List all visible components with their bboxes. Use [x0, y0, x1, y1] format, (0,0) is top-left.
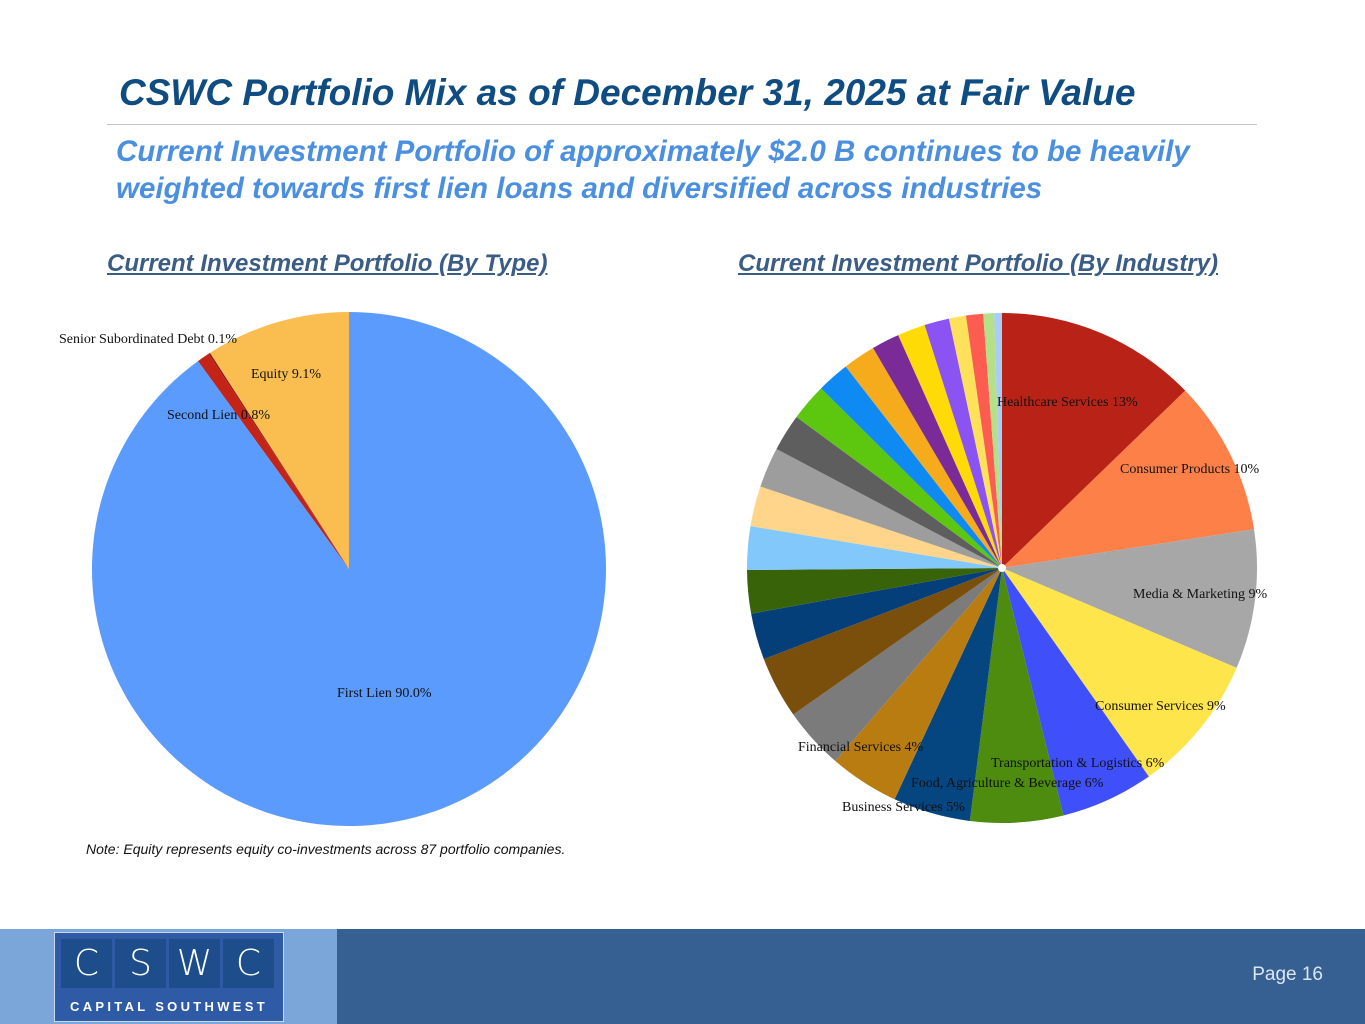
- industry-pie-slice-financial-services: [793, 568, 1002, 762]
- industry-pie-slice-10: [751, 568, 1002, 660]
- logo-letter: C: [61, 939, 112, 988]
- industry-pie-slice-13: [750, 486, 1002, 568]
- industry-pie-center: [998, 564, 1006, 572]
- industry-pie-label: Media & Marketing 9%: [1133, 587, 1267, 602]
- cswc-logo: C S W C CAPITAL SOUTHWEST: [54, 932, 284, 1022]
- type-chart-title: Current Investment Portfolio (By Type): [107, 250, 548, 277]
- title-divider: [107, 124, 1257, 125]
- subtitle-line-2: weighted towards first lien loans and di…: [116, 172, 1043, 205]
- industry-pie-slice-19: [873, 335, 1002, 568]
- industry-pie-slice-24: [983, 313, 1002, 568]
- industry-pie-slice-20: [898, 325, 1002, 568]
- industry-pie-slice-business-services: [894, 568, 1002, 821]
- industry-pie-slice-consumer-products: [1002, 390, 1255, 568]
- industry-pie-slice-23: [965, 313, 1002, 568]
- industry-pie-slice-consumer-services: [1002, 568, 1237, 777]
- industry-pie-label: Food, Agriculture & Beverage 6%: [911, 776, 1104, 791]
- logo-letter: S: [115, 939, 166, 988]
- industry-pie-slice-16: [796, 388, 1002, 568]
- type-pie-slices: [91, 312, 606, 826]
- industry-pie-label: Healthcare Services 13%: [997, 395, 1138, 410]
- industry-pie-label: Transportation & Logistics 6%: [991, 756, 1165, 771]
- type-pie-slice-first-lien: [91, 312, 606, 826]
- industry-pie-slice-healthcare-services: [1002, 313, 1186, 568]
- industry-chart-title: Current Investment Portfolio (By Industr…: [738, 250, 1219, 277]
- industry-pie-slice-18: [845, 348, 1002, 568]
- industry-pie-label: Financial Services 4%: [798, 740, 924, 755]
- industry-pie-slice-9: [763, 568, 1002, 715]
- equity-note: Note: Equity represents equity co-invest…: [86, 841, 566, 857]
- type-pie-label: Equity 9.1%: [251, 367, 321, 382]
- industry-pie-slice-7: [835, 568, 1002, 800]
- industry-pie-slice-11: [747, 568, 1002, 614]
- type-pie-label: Senior Subordinated Debt 0.1%: [59, 332, 237, 347]
- page-title: CSWC Portfolio Mix as of December 31, 20…: [119, 72, 1136, 113]
- type-pie-slice-equity: [209, 312, 349, 569]
- page-number: Page 16: [1252, 964, 1323, 985]
- type-pie-label: First Lien 90.0%: [337, 686, 432, 701]
- industry-pie-label: Consumer Services 9%: [1095, 699, 1226, 714]
- industry-pie-slice-17: [820, 366, 1002, 568]
- industry-pie-slice-21: [924, 318, 1002, 568]
- logo-letter: W: [169, 939, 220, 988]
- industry-pie-slice-media-marketing: [1002, 529, 1258, 668]
- logo-tagline: CAPITAL SOUTHWEST: [70, 999, 268, 1014]
- industry-pie-slices: [747, 313, 1258, 824]
- logo-letter: C: [223, 939, 274, 988]
- industry-pie-slice-12: [747, 526, 1002, 570]
- industry-pie-slice-food-agriculture-beverage: [969, 568, 1064, 824]
- industry-pie-slice-14: [760, 448, 1002, 568]
- type-pie-slice-second-lien: [197, 353, 349, 569]
- type-pie-slice-senior-subordinated-debt: [208, 352, 349, 569]
- industry-pie-label: Business Services 5%: [842, 800, 965, 815]
- industry-pie-slice-22: [948, 315, 1002, 568]
- industry-pie-slice-15: [776, 417, 1002, 568]
- industry-pie-label: Consumer Products 10%: [1120, 462, 1260, 477]
- type-pie-label: Second Lien 0.8%: [167, 408, 270, 423]
- industry-pie-slice-25: [994, 313, 1002, 568]
- page-subtitle: Current Investment Portfolio of approxim…: [116, 133, 1276, 207]
- subtitle-line-1: Current Investment Portfolio of approxim…: [116, 135, 1190, 168]
- industry-pie-slice-transportation-logistics: [1002, 568, 1149, 816]
